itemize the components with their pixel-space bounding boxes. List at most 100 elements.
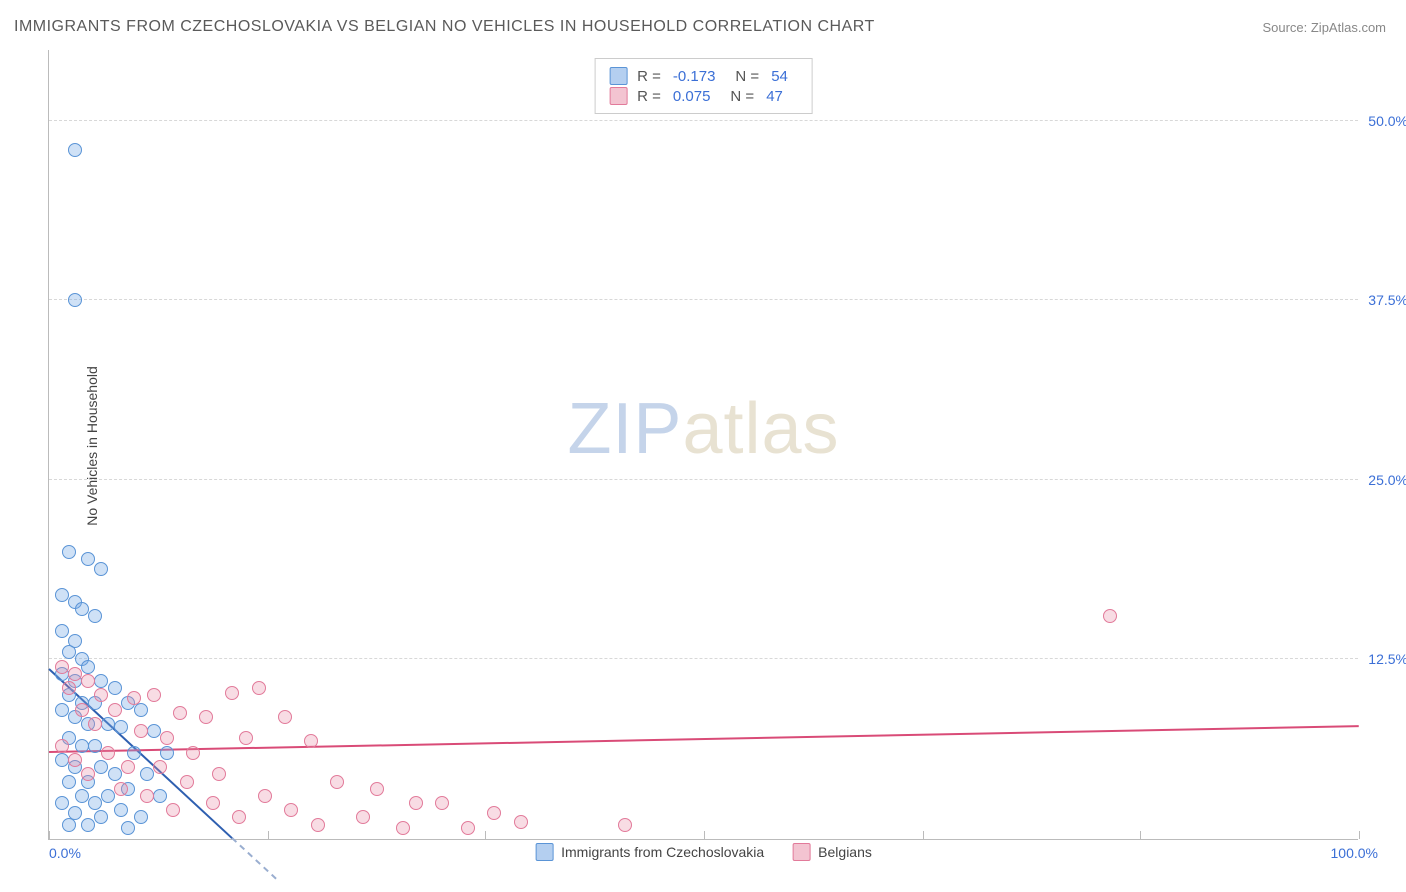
data-point <box>81 552 95 566</box>
data-point <box>101 746 115 760</box>
data-point <box>304 734 318 748</box>
legend-label: Belgians <box>818 844 872 860</box>
data-point <box>114 720 128 734</box>
data-point <box>55 588 69 602</box>
y-tick-label: 50.0% <box>1338 113 1406 129</box>
data-point <box>356 810 370 824</box>
data-point <box>487 806 501 820</box>
data-point <box>81 660 95 674</box>
data-point <box>94 674 108 688</box>
data-point <box>94 760 108 774</box>
x-axis-max-label: 100.0% <box>1331 845 1378 861</box>
data-point <box>114 803 128 817</box>
data-point <box>62 818 76 832</box>
data-point <box>134 810 148 824</box>
legend-swatch <box>535 843 553 861</box>
data-point <box>147 688 161 702</box>
data-point <box>62 681 76 695</box>
data-point <box>1103 609 1117 623</box>
chart-title: IMMIGRANTS FROM CZECHOSLOVAKIA VS BELGIA… <box>14 18 875 36</box>
data-point <box>62 545 76 559</box>
data-point <box>409 796 423 810</box>
data-point <box>108 767 122 781</box>
legend-swatch <box>792 843 810 861</box>
watermark-part2: atlas <box>682 389 839 469</box>
data-point <box>212 767 226 781</box>
legend-row: R = -0.173 N = 54 <box>609 67 798 85</box>
data-point <box>225 686 239 700</box>
data-point <box>232 810 246 824</box>
data-point <box>108 703 122 717</box>
n-label: N = <box>735 68 759 85</box>
correlation-legend: R =-0.173N =54R =0.075N =47 <box>594 58 813 114</box>
data-point <box>94 810 108 824</box>
data-point <box>186 746 200 760</box>
data-point <box>55 796 69 810</box>
data-point <box>68 667 82 681</box>
r-label: R = <box>637 88 661 105</box>
x-tick <box>485 831 486 839</box>
gridline <box>49 120 1358 121</box>
n-value: 47 <box>766 88 783 105</box>
data-point <box>121 760 135 774</box>
data-point <box>68 143 82 157</box>
gridline <box>49 299 1358 300</box>
data-point <box>180 775 194 789</box>
data-point <box>55 739 69 753</box>
data-point <box>147 724 161 738</box>
data-point <box>206 796 220 810</box>
data-point <box>330 775 344 789</box>
data-point <box>127 746 141 760</box>
data-point <box>55 624 69 638</box>
watermark: ZIPatlas <box>567 388 839 470</box>
data-point <box>134 724 148 738</box>
data-point <box>55 660 69 674</box>
data-point <box>153 760 167 774</box>
y-tick-label: 12.5% <box>1338 651 1406 667</box>
data-point <box>81 818 95 832</box>
data-point <box>68 293 82 307</box>
data-point <box>311 818 325 832</box>
x-tick <box>49 831 50 839</box>
data-point <box>75 789 89 803</box>
y-tick-label: 37.5% <box>1338 292 1406 308</box>
n-label: N = <box>730 88 754 105</box>
y-tick-label: 25.0% <box>1338 472 1406 488</box>
data-point <box>62 645 76 659</box>
data-point <box>75 739 89 753</box>
data-point <box>252 681 266 695</box>
data-point <box>114 782 128 796</box>
data-point <box>88 796 102 810</box>
data-point <box>514 815 528 829</box>
x-axis-min-label: 0.0% <box>49 845 81 861</box>
data-point <box>160 746 174 760</box>
data-point <box>140 789 154 803</box>
trend-line-dash <box>232 837 277 879</box>
data-point <box>140 767 154 781</box>
legend-item: Immigrants from Czechoslovakia <box>535 843 764 861</box>
gridline <box>49 658 1358 659</box>
n-value: 54 <box>771 68 788 85</box>
x-tick <box>923 831 924 839</box>
data-point <box>62 775 76 789</box>
x-tick <box>704 831 705 839</box>
data-point <box>75 602 89 616</box>
x-tick <box>1359 831 1360 839</box>
data-point <box>618 818 632 832</box>
data-point <box>173 706 187 720</box>
legend-label: Immigrants from Czechoslovakia <box>561 844 764 860</box>
legend-swatch <box>609 87 627 105</box>
r-value: -0.173 <box>673 68 716 85</box>
data-point <box>160 731 174 745</box>
watermark-part1: ZIP <box>567 389 682 469</box>
data-point <box>88 717 102 731</box>
data-point <box>108 681 122 695</box>
data-point <box>94 688 108 702</box>
data-point <box>461 821 475 835</box>
data-point <box>88 609 102 623</box>
data-point <box>370 782 384 796</box>
data-point <box>258 789 272 803</box>
data-point <box>81 767 95 781</box>
data-point <box>75 703 89 717</box>
r-label: R = <box>637 68 661 85</box>
